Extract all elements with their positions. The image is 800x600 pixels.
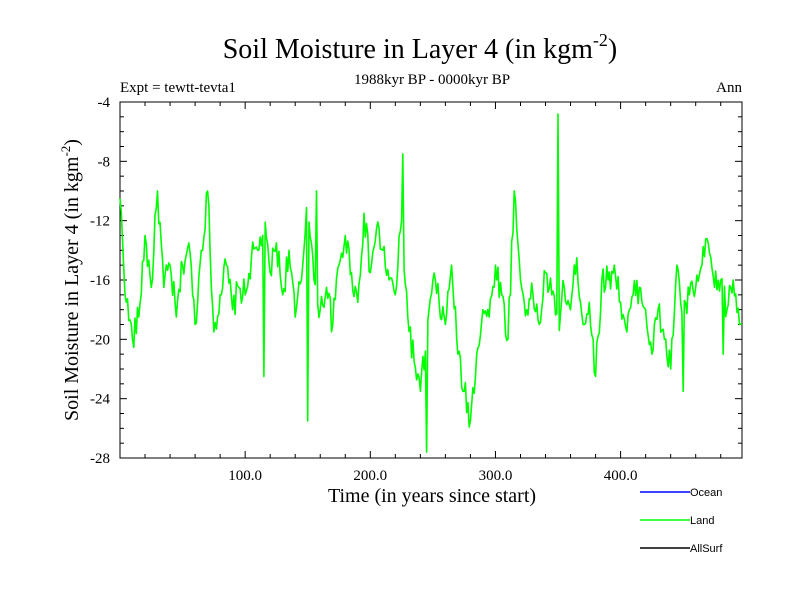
x-tick-label: 100.0: [228, 468, 262, 484]
y-tick-label: -8: [98, 154, 111, 170]
legend-label-ocean: Ocean: [690, 487, 722, 499]
experiment-label: Expt = tewtt-tevta1: [120, 80, 236, 96]
legend: Ocean Land AllSurf: [640, 487, 723, 555]
plot-frame: [119, 101, 743, 459]
season-label: Ann: [716, 80, 742, 96]
x-tick-label: 300.0: [479, 468, 513, 484]
legend-label-allsurf: AllSurf: [690, 543, 723, 555]
legend-label-land: Land: [690, 515, 714, 527]
series-group: [119, 113, 743, 453]
x-axis-label: Time (in years since start): [328, 485, 536, 507]
y-tick-label: -24: [90, 392, 110, 408]
y-tick-label: -20: [90, 332, 110, 348]
y-tick-label: -28: [90, 451, 110, 467]
series-line-land: [119, 113, 743, 453]
x-axis-ticks: [144, 102, 722, 458]
x-axis-tick-labels: 100.0 200.0 300.0 400.0: [228, 468, 637, 484]
x-tick-label: 200.0: [353, 468, 387, 484]
y-tick-label: -16: [90, 273, 110, 289]
y-axis-tick-labels: -4 -8 -12 -16 -20 -24 -28: [90, 95, 110, 467]
x-tick-label: 400.0: [604, 468, 638, 484]
y-axis-ticks: [120, 101, 742, 459]
chart-subtitle: 1988kyr BP - 0000kyr BP: [354, 72, 510, 88]
y-tick-label: -4: [98, 95, 111, 111]
y-axis-label: Soil Moisture in Layer 4 (in kgm-2): [58, 139, 83, 421]
y-tick-label: -12: [90, 214, 110, 230]
chart-title: Soil Moisture in Layer 4 (in kgm-2): [223, 30, 618, 65]
